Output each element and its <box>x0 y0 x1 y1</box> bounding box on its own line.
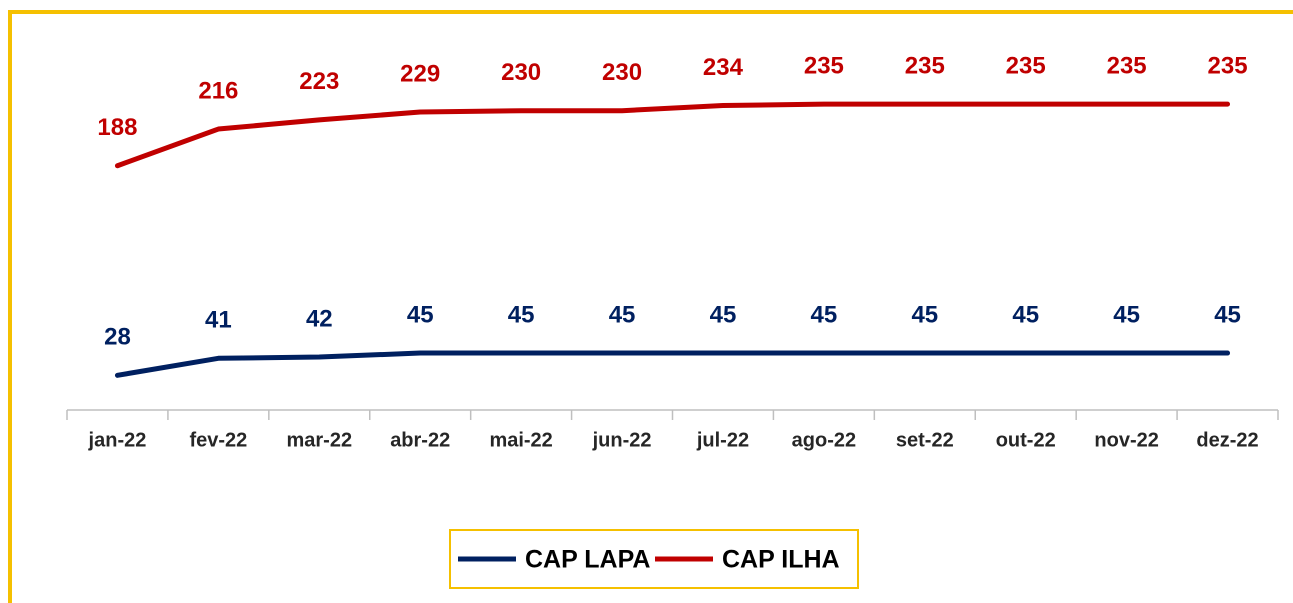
x-tick-label: mai-22 <box>489 429 552 451</box>
data-label: 235 <box>804 52 844 79</box>
x-tick-label: ago-22 <box>792 429 856 451</box>
x-tick-label: mar-22 <box>286 429 352 451</box>
data-label: 235 <box>1107 52 1147 79</box>
data-label: 230 <box>602 59 642 86</box>
data-label: 230 <box>501 59 541 86</box>
data-label: 45 <box>508 301 535 328</box>
x-tick-label: jun-22 <box>592 429 652 451</box>
data-label: 45 <box>811 301 838 328</box>
data-label: 188 <box>97 114 137 141</box>
data-label: 235 <box>905 52 945 79</box>
series-line <box>114 350 1231 378</box>
series-line <box>114 101 1231 169</box>
data-label: 45 <box>609 301 636 328</box>
x-tick-label: jul-22 <box>696 429 749 451</box>
data-label: 45 <box>1214 301 1241 328</box>
data-label: 216 <box>198 77 238 104</box>
x-tick-label: abr-22 <box>390 429 450 451</box>
data-label: 235 <box>1208 52 1248 79</box>
data-label: 45 <box>710 301 737 328</box>
legend <box>449 529 859 589</box>
data-label: 45 <box>911 301 938 328</box>
legend-label: CAP LAPA <box>525 546 650 574</box>
x-tick-label: jan-22 <box>88 429 147 451</box>
data-label: 28 <box>104 324 131 351</box>
data-label: 41 <box>205 307 232 334</box>
x-tick-label: nov-22 <box>1094 429 1158 451</box>
x-tick-label: fev-22 <box>189 429 247 451</box>
data-label: 235 <box>1006 52 1046 79</box>
frame <box>8 10 1293 603</box>
data-label: 229 <box>400 60 440 87</box>
x-tick-label: dez-22 <box>1196 429 1258 451</box>
data-label: 45 <box>1113 301 1140 328</box>
data-label: 234 <box>703 54 744 81</box>
x-tick-label: set-22 <box>896 429 954 451</box>
data-label: 42 <box>306 305 333 332</box>
data-label: 45 <box>407 301 434 328</box>
legend-label: CAP ILHA <box>722 546 840 574</box>
x-tick-label: out-22 <box>996 429 1056 451</box>
data-label: 45 <box>1012 301 1039 328</box>
data-label: 223 <box>299 68 339 95</box>
